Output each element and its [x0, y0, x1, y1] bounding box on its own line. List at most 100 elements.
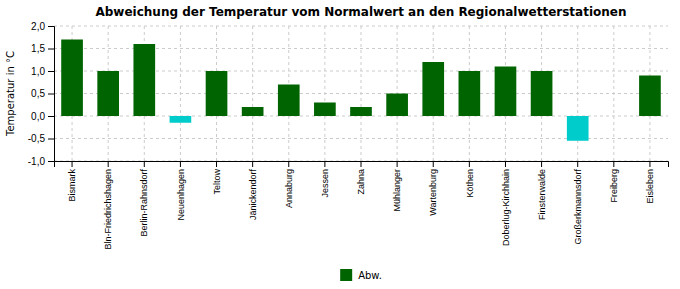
- tick-mark: [144, 161, 145, 167]
- tick-label: 0,5: [31, 88, 45, 99]
- tick-mark: [48, 139, 54, 140]
- tick-label: Berlin-Rahnsdorf: [139, 169, 149, 237]
- bar: [206, 71, 228, 116]
- tick: 2,0: [31, 21, 54, 32]
- grid-line: [613, 26, 614, 161]
- tick-mark: [48, 26, 54, 27]
- tick-mark: [48, 161, 54, 162]
- tick-mark: [541, 161, 542, 167]
- x-axis: Bismark Bln-Friedrichshagen Berlin-Rahnsdo…: [55, 161, 669, 250]
- tick: Bln-Friedrichshagen: [103, 161, 113, 250]
- tick: -1,0: [28, 156, 54, 167]
- legend-label: Abw.: [358, 270, 382, 281]
- tick: Köthen: [465, 161, 475, 198]
- tick-label: -0,5: [28, 133, 46, 144]
- tick: Jänickendorf: [248, 161, 258, 220]
- tick: 1,5: [31, 43, 54, 54]
- bar: [639, 76, 661, 117]
- tick-mark: [433, 161, 434, 167]
- tick-label: Eisleben: [645, 169, 655, 204]
- axis-line: [48, 27, 55, 162]
- bar: [170, 116, 192, 123]
- tick-mark: [180, 161, 181, 167]
- bar: [61, 40, 83, 117]
- y-axis: -1,0 -0,5 0,0 0,5 1,0 1,5 2,0: [28, 21, 55, 167]
- tick-label: Annaburg: [284, 169, 294, 208]
- tick-label: Köthen: [465, 169, 475, 198]
- bar: [133, 44, 155, 116]
- tick: Annaburg: [284, 161, 294, 208]
- tick: -0,5: [28, 133, 54, 144]
- grid-line: [180, 26, 181, 161]
- tick-mark: [48, 94, 54, 95]
- grid-line: [324, 26, 325, 161]
- tick: Bismark: [67, 161, 77, 202]
- bar: [567, 116, 589, 141]
- plot: -1,0 -0,5 0,0 0,5 1,0 1,5 2,0 Bismark Bln-Friedr…: [28, 21, 669, 250]
- bar: [97, 71, 119, 116]
- bar: [459, 71, 481, 116]
- legend-swatch: [340, 269, 352, 281]
- tick-mark: [72, 161, 73, 167]
- tick-label: 2,0: [31, 21, 45, 32]
- tick-label: Bismark: [67, 169, 77, 202]
- legend: Abw.: [340, 269, 382, 281]
- tick-mark: [252, 161, 253, 167]
- tick: 0,0: [31, 111, 54, 122]
- tick-mark: [469, 161, 470, 167]
- tick-mark: [649, 161, 650, 167]
- tick-label: Bln-Friedrichshagen: [103, 169, 113, 250]
- tick-label: Freiberg: [609, 169, 619, 203]
- tick-mark: [613, 161, 614, 167]
- tick: 0,5: [31, 88, 54, 99]
- tick: Eisleben: [645, 161, 655, 204]
- bars: [61, 40, 661, 141]
- tick: Mühlanger: [392, 161, 402, 212]
- tick-label: Doberlug-Kirchhain: [501, 169, 511, 246]
- tick-label: Neuenhagen: [176, 169, 186, 221]
- tick-mark: [288, 161, 289, 167]
- tick: Großerkmannsdorf: [573, 161, 583, 245]
- bar: [242, 107, 264, 116]
- tick: Freiberg: [609, 161, 619, 203]
- bar: [314, 103, 336, 117]
- tick-label: 1,0: [31, 66, 45, 77]
- chart: -1,0 -0,5 0,0 0,5 1,0 1,5 2,0 Bismark Bln-Friedr…: [0, 0, 680, 289]
- tick-mark: [577, 161, 578, 167]
- tick: Berlin-Rahnsdorf: [139, 161, 149, 237]
- bar: [422, 62, 444, 116]
- tick-label: Finsterwalde: [537, 169, 547, 220]
- bar: [531, 71, 553, 116]
- tick-label: Jessen: [320, 169, 330, 198]
- tick-label: 1,5: [31, 43, 45, 54]
- bar: [495, 67, 517, 117]
- title: Abweichung der Temperatur vom Normalwert…: [95, 5, 626, 19]
- grid: [54, 26, 668, 161]
- tick: Neuenhagen: [176, 161, 186, 221]
- tick-label: Wartenburg: [428, 169, 438, 216]
- tick-label: Großerkmannsdorf: [573, 169, 583, 245]
- tick-label: 0,0: [31, 111, 45, 122]
- bar: [603, 116, 625, 117]
- tick-mark: [324, 161, 325, 167]
- tick-label: Mühlanger: [392, 169, 402, 212]
- tick-mark: [216, 161, 217, 167]
- tick: Jessen: [320, 161, 330, 198]
- tick-label: -1,0: [28, 156, 46, 167]
- bar: [350, 107, 372, 116]
- grid-line: [252, 26, 253, 161]
- tick-mark: [361, 161, 362, 167]
- tick-mark: [48, 116, 54, 117]
- tick-mark: [108, 161, 109, 167]
- grid-line: [361, 26, 362, 161]
- tick: Wartenburg: [428, 161, 438, 216]
- axis-title: Temperatur in °C: [5, 51, 16, 137]
- tick: Zahna: [356, 161, 366, 195]
- tick-mark: [48, 71, 54, 72]
- tick-label: Jänickendorf: [248, 169, 258, 221]
- tick-label: Zahna: [356, 169, 366, 195]
- tick-mark: [48, 49, 54, 50]
- tick-mark: [505, 161, 506, 167]
- bar: [278, 85, 300, 117]
- axis-line: [55, 162, 669, 168]
